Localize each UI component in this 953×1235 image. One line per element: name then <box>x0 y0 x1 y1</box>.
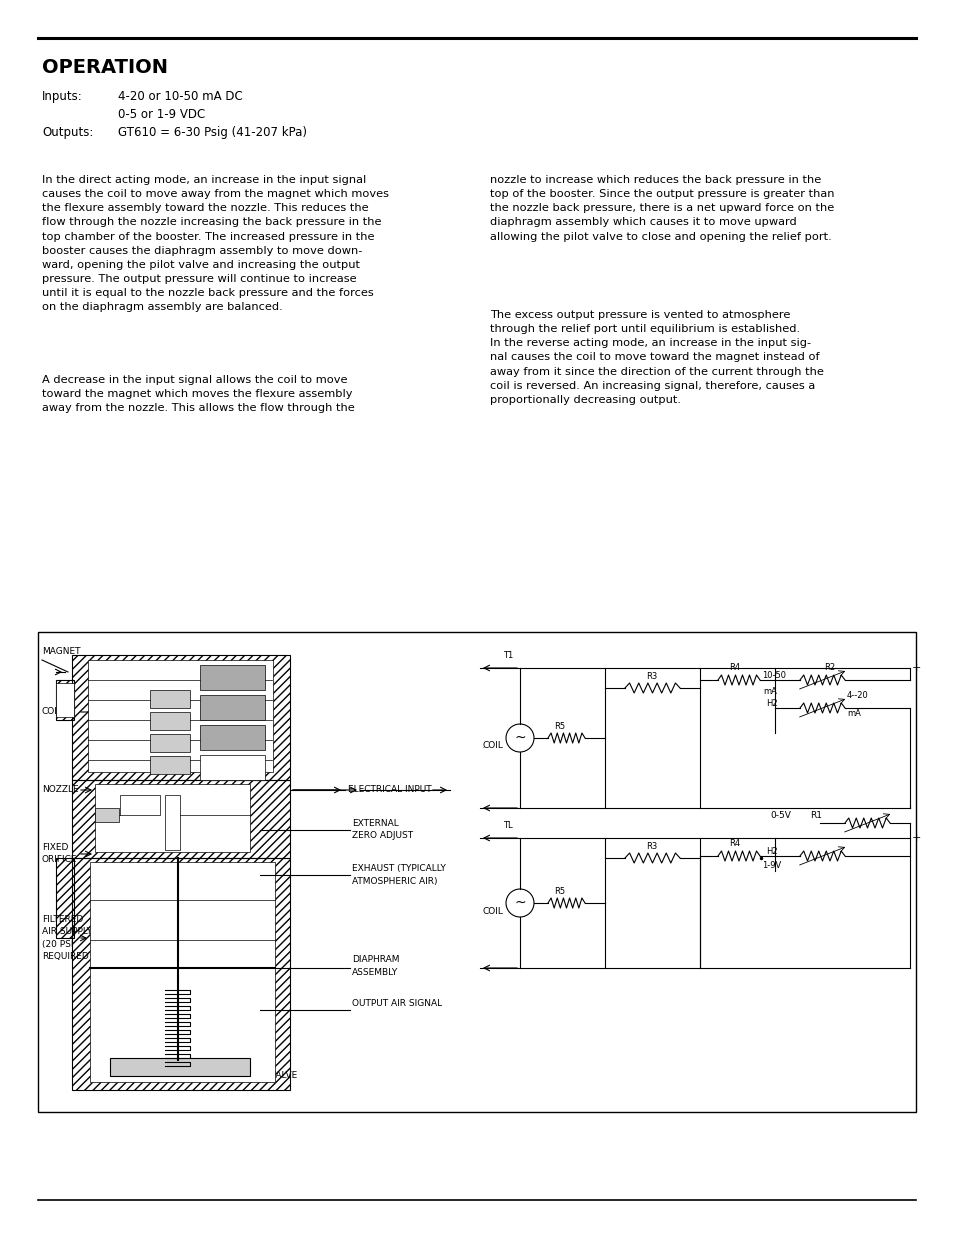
Text: NOZZLE: NOZZLE <box>42 785 78 794</box>
Text: 1-9V: 1-9V <box>761 862 781 871</box>
Text: FILTERED: FILTERED <box>42 915 83 925</box>
Bar <box>120 795 160 815</box>
Text: MAGNET: MAGNET <box>42 647 80 657</box>
Text: T1: T1 <box>502 651 513 659</box>
Text: COIL: COIL <box>482 906 503 915</box>
Text: AIR SUPPLY: AIR SUPPLY <box>42 927 91 936</box>
Text: FIXED: FIXED <box>42 844 69 852</box>
Bar <box>38 632 915 1112</box>
Bar <box>150 756 190 774</box>
Text: GT610 = 6-30 Psig (41-207 kPa): GT610 = 6-30 Psig (41-207 kPa) <box>118 126 307 140</box>
Text: In the direct acting mode, an increase in the input signal
causes the coil to mo: In the direct acting mode, an increase i… <box>42 175 389 312</box>
Text: COIL: COIL <box>42 708 63 716</box>
Bar <box>56 858 74 939</box>
Text: R3: R3 <box>646 842 657 851</box>
Text: R5: R5 <box>554 887 565 897</box>
Text: ORIFICE: ORIFICE <box>42 856 77 864</box>
Text: mA: mA <box>846 709 860 718</box>
Bar <box>165 795 180 850</box>
Text: Outputs:: Outputs: <box>42 126 93 140</box>
Text: PILOT VALVE: PILOT VALVE <box>242 1071 297 1079</box>
Bar <box>200 695 265 720</box>
Text: 4--20: 4--20 <box>846 692 868 700</box>
Bar <box>95 784 250 852</box>
Bar <box>90 862 274 1082</box>
Bar <box>200 664 265 690</box>
Text: ATMOSPHERIC AIR): ATMOSPHERIC AIR) <box>352 877 437 885</box>
Bar <box>88 659 273 772</box>
Bar <box>200 755 265 781</box>
Text: nozzle to increase which reduces the back pressure in the
top of the booster. Si: nozzle to increase which reduces the bac… <box>490 175 834 242</box>
Bar <box>56 683 74 718</box>
Bar <box>71 781 290 858</box>
Text: EXTERNAL: EXTERNAL <box>352 819 398 827</box>
Text: A decrease in the input signal allows the coil to move
toward the magnet which m: A decrease in the input signal allows th… <box>42 375 355 414</box>
Bar <box>150 713 190 730</box>
Text: mA: mA <box>762 688 776 697</box>
Text: R3: R3 <box>646 672 657 680</box>
Text: ELECTRICAL INPUT: ELECTRICAL INPUT <box>348 785 431 794</box>
Text: 10-50: 10-50 <box>761 672 785 680</box>
Text: 4-20 or 10-50 mA DC: 4-20 or 10-50 mA DC <box>118 90 242 103</box>
Text: H2: H2 <box>765 847 777 857</box>
Text: The excess output pressure is vented to atmosphere
through the relief port until: The excess output pressure is vented to … <box>490 310 823 405</box>
Bar <box>150 690 190 708</box>
Text: 0-5V: 0-5V <box>769 810 790 820</box>
Bar <box>150 734 190 752</box>
Text: TL: TL <box>502 821 513 830</box>
Text: DIAPHRAM: DIAPHRAM <box>352 955 399 965</box>
Bar <box>56 680 74 720</box>
Text: +: + <box>911 832 921 844</box>
Bar <box>110 1058 250 1076</box>
Text: +: + <box>911 663 921 673</box>
Text: R2: R2 <box>823 663 835 672</box>
Text: ASSEMBLY: ASSEMBLY <box>352 968 397 977</box>
Text: COIL: COIL <box>482 741 503 751</box>
Text: OUTPUT AIR SIGNAL: OUTPUT AIR SIGNAL <box>352 999 441 1008</box>
Text: Inputs:: Inputs: <box>42 90 83 103</box>
Text: EXHAUST (TYPICALLY: EXHAUST (TYPICALLY <box>352 864 445 873</box>
Text: REQUIRED: REQUIRED <box>42 951 89 961</box>
Text: H2: H2 <box>765 699 777 709</box>
Bar <box>200 725 265 750</box>
Text: ~: ~ <box>514 897 525 910</box>
Text: R5: R5 <box>554 722 565 731</box>
Bar <box>95 808 119 823</box>
Text: ~: ~ <box>514 731 525 745</box>
Text: R4: R4 <box>729 663 740 672</box>
Text: (20 PSI: (20 PSI <box>42 940 73 948</box>
Text: R1: R1 <box>809 810 821 820</box>
Text: OPERATION: OPERATION <box>42 58 168 77</box>
Text: ZERO ADJUST: ZERO ADJUST <box>352 831 413 840</box>
Text: 0-5 or 1-9 VDC: 0-5 or 1-9 VDC <box>118 107 205 121</box>
Bar <box>71 858 290 1091</box>
Text: R4: R4 <box>729 839 740 848</box>
Bar <box>71 655 290 781</box>
